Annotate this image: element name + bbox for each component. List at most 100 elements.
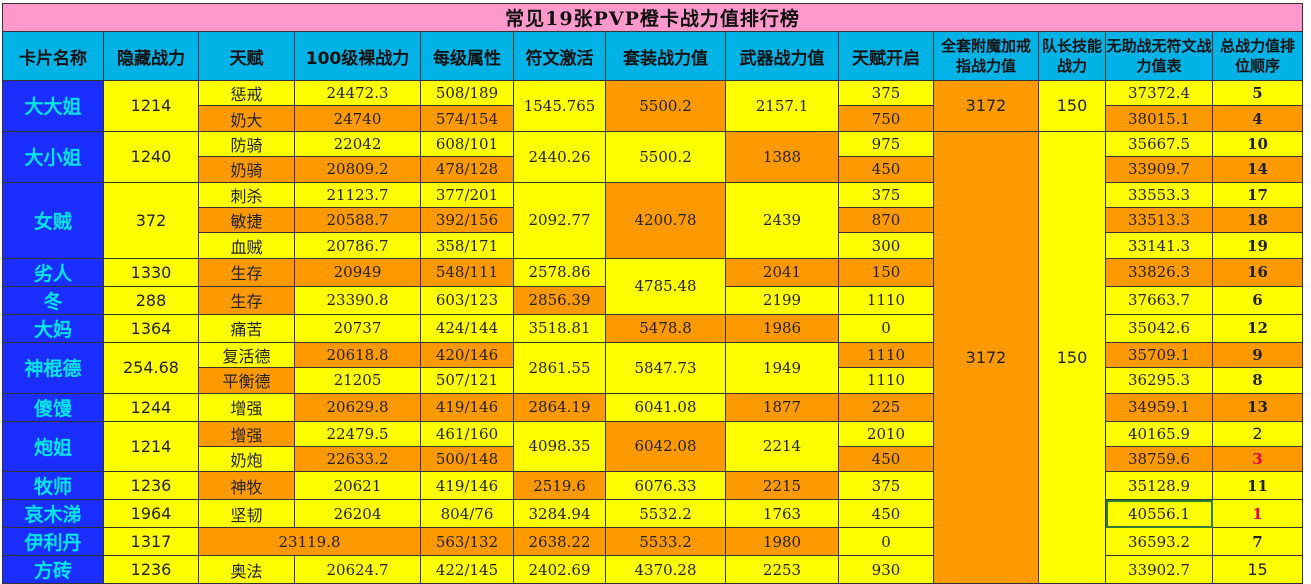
hidden-power-cell[interactable]: 1236 [103,555,199,584]
weapon-power-cell[interactable]: 2215 [725,471,839,501]
card-name-cell[interactable]: 牧师 [2,471,104,501]
base-total-power-cell[interactable]: 34959.1 [1105,392,1213,422]
hidden-power-cell[interactable]: 1964 [103,499,199,529]
per-level-attr-cell[interactable]: 507/121 [420,367,514,394]
suit-power-cell[interactable]: 6076.33 [605,471,726,501]
base-total-power-cell[interactable]: 33826.3 [1105,257,1213,287]
rank-order-cell[interactable]: 10 [1212,130,1303,158]
base-total-power-cell[interactable]: 36593.2 [1105,527,1213,557]
rank-order-cell[interactable]: 4 [1212,105,1303,132]
per-level-attr-cell[interactable]: 500/148 [420,445,514,473]
per-level-attr-cell[interactable]: 548/111 [420,257,514,287]
captain-skill-power-cell[interactable]: 150 [1038,80,1106,132]
header-rank-order[interactable]: 总战力值排位顺序 [1212,31,1303,81]
card-name-cell[interactable]: 大小姐 [2,130,104,183]
talent-cell[interactable]: 神牧 [198,471,295,501]
rank-order-cell[interactable]: 15 [1212,555,1303,584]
bare-power-cell[interactable]: 23390.8 [294,285,421,315]
rune-activation-cell[interactable]: 3284.94 [513,499,606,529]
bare-power-cell[interactable]: 20588.7 [294,206,421,234]
rune-activation-cell[interactable]: 2638.22 [513,527,606,557]
suit-power-cell[interactable]: 5500.2 [605,80,726,132]
header-bare-power[interactable]: 100级裸战力 [294,31,421,81]
suit-power-cell[interactable]: 5478.8 [605,313,726,343]
bare-power-cell[interactable]: 22042 [294,130,421,158]
per-level-attr-cell[interactable]: 419/146 [420,471,514,501]
rank-order-cell[interactable]: 6 [1212,285,1303,315]
bare-power-cell[interactable]: 26204 [294,499,421,529]
bare-power-cell[interactable]: 21205 [294,367,421,394]
card-name-cell[interactable]: 炮姐 [2,420,104,473]
talent-open-cell[interactable]: 0 [838,313,934,343]
card-name-cell[interactable]: 方砖 [2,555,104,584]
talent-cell[interactable]: 防骑 [198,130,295,158]
header-suit-power[interactable]: 套装战力值 [605,31,726,81]
hidden-power-cell[interactable]: 372 [103,181,199,259]
talent-open-cell[interactable]: 450 [838,445,934,473]
per-level-attr-cell[interactable]: 563/132 [420,527,514,557]
talent-open-cell[interactable]: 930 [838,555,934,584]
talent-open-cell[interactable]: 1110 [838,367,934,394]
per-level-attr-cell[interactable]: 478/128 [420,156,514,183]
header-hidden-power[interactable]: 隐藏战力 [103,31,199,81]
talent-cell[interactable]: 敏捷 [198,206,295,234]
rune-activation-cell[interactable]: 3518.81 [513,313,606,343]
captain-skill-power-cell[interactable]: 150 [1038,130,1106,584]
header-rune-activation[interactable]: 符文激活 [513,31,606,81]
sheet-title[interactable]: 常见19张PVP橙卡战力值排行榜 [2,3,1303,32]
base-total-power-cell[interactable]: 35128.9 [1105,471,1213,501]
base-total-power-cell[interactable]: 37372.4 [1105,79,1213,107]
weapon-power-cell[interactable]: 1388 [725,130,839,183]
per-level-attr-cell[interactable]: 461/160 [420,420,514,447]
per-level-attr-cell[interactable]: 420/146 [420,341,514,369]
weapon-power-cell[interactable]: 2253 [725,555,839,584]
per-level-attr-cell[interactable]: 424/144 [420,313,514,343]
rune-activation-cell[interactable]: 1545.765 [513,80,606,132]
rank-order-cell[interactable]: 9 [1212,341,1303,369]
base-total-power-cell[interactable]: 40556.1 [1105,499,1213,529]
bare-power-cell[interactable]: 22633.2 [294,445,421,473]
bare-power-cell[interactable]: 24472.3 [294,79,421,107]
bare-power-cell[interactable]: 22479.5 [294,420,421,447]
hidden-power-cell[interactable]: 1214 [103,420,199,473]
bare-power-cell[interactable]: 20618.8 [294,341,421,369]
talent-open-cell[interactable]: 375 [838,471,934,501]
enchant-ring-power-cell[interactable]: 3172 [933,130,1039,584]
base-total-power-cell[interactable]: 38015.1 [1105,105,1213,132]
talent-cell[interactable]: 血贼 [198,232,295,259]
base-total-power-cell[interactable]: 40165.9 [1105,420,1213,447]
hidden-power-cell[interactable]: 1240 [103,130,199,183]
rune-activation-cell[interactable]: 2092.77 [513,181,606,259]
talent-open-cell[interactable]: 750 [838,105,934,132]
header-captain-skill-power[interactable]: 队长技能战力 [1038,31,1106,81]
talent-open-cell[interactable]: 2010 [838,420,934,447]
weapon-power-cell[interactable]: 1949 [725,341,839,394]
base-total-power-cell[interactable]: 36295.3 [1105,367,1213,394]
hidden-power-cell[interactable]: 1214 [103,80,199,132]
per-level-attr-cell[interactable]: 422/145 [420,555,514,584]
card-name-cell[interactable]: 劣人 [2,257,104,287]
hidden-power-cell[interactable]: 288 [103,285,199,315]
suit-power-cell[interactable]: 6041.08 [605,392,726,422]
header-per-level-attr[interactable]: 每级属性 [420,31,514,81]
weapon-power-cell[interactable]: 1763 [725,499,839,529]
card-name-cell[interactable]: 伊利丹 [2,527,104,557]
rune-activation-cell[interactable]: 2856.39 [513,285,606,315]
base-total-power-cell[interactable]: 35709.1 [1105,341,1213,369]
card-name-cell[interactable]: 傻馒 [2,392,104,422]
base-total-power-cell[interactable]: 33141.3 [1105,232,1213,259]
weapon-power-cell[interactable]: 1980 [725,527,839,557]
talent-cell[interactable]: 增强 [198,420,295,447]
rank-order-cell[interactable]: 18 [1212,206,1303,234]
talent-open-cell[interactable]: 450 [838,499,934,529]
talent-open-cell[interactable]: 300 [838,232,934,259]
rank-order-cell[interactable]: 13 [1212,392,1303,422]
hidden-power-cell[interactable]: 1330 [103,257,199,287]
talent-open-cell[interactable]: 375 [838,181,934,208]
talent-open-cell[interactable]: 1110 [838,285,934,315]
bare-power-cell[interactable]: 24740 [294,105,421,132]
talent-cell[interactable]: 复活德 [198,341,295,369]
rank-order-cell[interactable]: 8 [1212,367,1303,394]
talent-cell[interactable]: 奶骑 [198,156,295,183]
base-total-power-cell[interactable]: 37663.7 [1105,285,1213,315]
